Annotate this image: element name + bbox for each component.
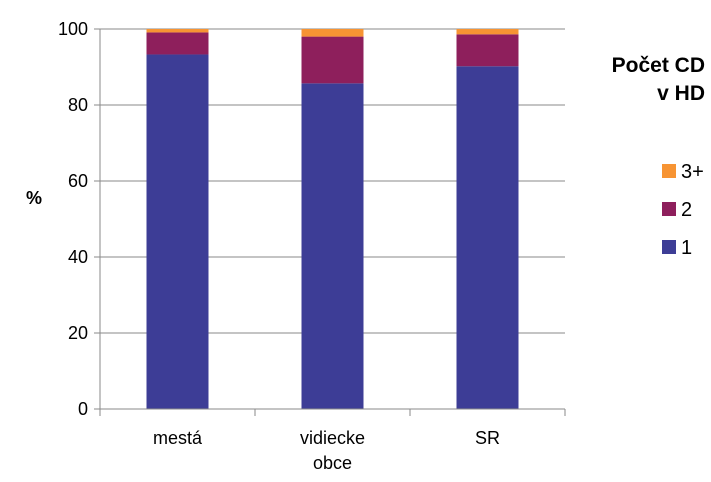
- x-tick-label: mestá: [153, 428, 203, 448]
- bar-segment-1-1: [301, 83, 364, 409]
- bar-segment-1-2: [456, 66, 519, 410]
- y-tick-label: 100: [58, 19, 88, 39]
- bars: [146, 29, 519, 410]
- legend-label-1: 1: [681, 237, 692, 259]
- bar-segment-3+-0: [146, 29, 209, 33]
- y-tick-label: 0: [78, 399, 88, 419]
- bar-segment-2-2: [456, 34, 519, 67]
- legend-title: Počet CD: [612, 54, 705, 77]
- legend-title: v HD: [657, 82, 705, 105]
- bar-segment-3+-2: [456, 29, 519, 35]
- legend-swatch-2: [662, 202, 676, 216]
- legend: Počet CD v HD 3+ 2 1: [612, 54, 705, 259]
- y-tick-label: 60: [68, 171, 88, 191]
- bar-segment-1-0: [146, 54, 209, 410]
- x-tick-label: vidiecke: [300, 428, 365, 448]
- axes: [94, 28, 566, 416]
- y-tick-label: 40: [68, 247, 88, 267]
- y-tick-label: 20: [68, 323, 88, 343]
- y-tick-label: 80: [68, 95, 88, 115]
- x-tick-label: obce: [313, 453, 352, 473]
- x-tick-label: SR: [475, 428, 500, 448]
- bar-segment-3+-1: [301, 29, 364, 37]
- y-axis-title: %: [26, 188, 42, 208]
- bar-segment-2-0: [146, 32, 209, 55]
- legend-swatch-1: [662, 240, 676, 254]
- legend-label-3+: 3+: [681, 161, 704, 183]
- legend-swatch-3+: [662, 164, 676, 178]
- axis-labels: 0 20 40 60 80 100 mestá vidiecke obce SR: [58, 19, 500, 473]
- legend-label-2: 2: [681, 199, 692, 221]
- bar-segment-2-1: [301, 36, 364, 84]
